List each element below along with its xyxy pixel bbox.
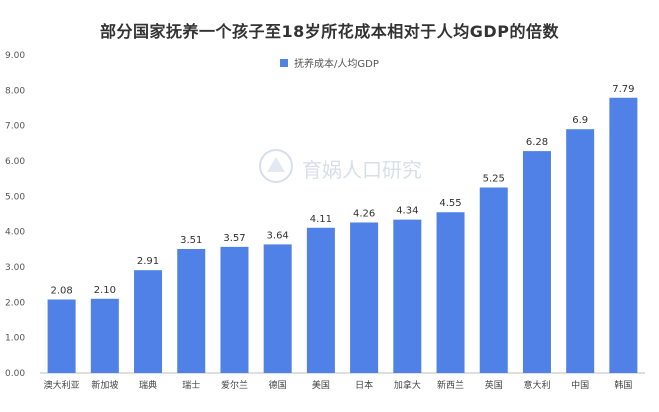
bar	[134, 270, 163, 373]
data-label: 3.57	[223, 233, 245, 244]
y-tick-label: 6.00	[5, 157, 25, 167]
x-tick-label: 德国	[269, 379, 287, 391]
bar	[522, 151, 551, 373]
data-label: 2.91	[137, 256, 159, 267]
data-label: 4.34	[396, 206, 418, 217]
bar	[220, 246, 249, 373]
bar	[263, 244, 292, 373]
y-tick-label: 1.00	[5, 334, 25, 344]
x-tick-label: 韩国	[614, 379, 632, 391]
bar	[566, 129, 595, 373]
bar	[306, 227, 335, 373]
y-tick-label: 7.00	[5, 122, 25, 132]
bar	[350, 222, 379, 373]
x-tick-label: 新西兰	[437, 379, 464, 391]
bar	[177, 248, 206, 373]
y-tick-label: 3.00	[5, 263, 25, 273]
legend-label: 抚养成本/人均GDP	[294, 59, 379, 70]
data-label: 6.9	[572, 115, 588, 126]
y-tick-label: 2.00	[5, 298, 25, 308]
bar	[393, 219, 422, 373]
data-label: 6.28	[526, 137, 548, 148]
x-tick-label: 意大利	[523, 379, 550, 391]
y-tick-label: 8.00	[5, 86, 25, 96]
legend-swatch	[280, 58, 289, 67]
x-tick-label: 新加坡	[91, 379, 118, 391]
bar	[609, 97, 638, 374]
yuwa-logo-icon	[259, 149, 293, 183]
data-label: 2.08	[50, 286, 72, 297]
chart-title: 部分国家抚养一个孩子至18岁所花成本相对于人均GDP的倍数	[100, 22, 559, 41]
x-tick-label: 澳大利亚	[44, 379, 80, 391]
bar	[479, 187, 508, 373]
bar	[436, 212, 465, 373]
y-tick-label: 9.00	[5, 51, 25, 61]
data-label: 5.25	[483, 174, 505, 185]
y-tick-label: 0.00	[5, 369, 25, 379]
data-label: 7.79	[612, 84, 634, 95]
x-tick-label: 瑞士	[182, 379, 200, 391]
x-tick-label: 英国	[485, 379, 503, 391]
y-tick-label: 4.00	[5, 228, 25, 238]
x-tick-label: 加拿大	[394, 379, 421, 391]
y-tick-label: 5.00	[5, 192, 25, 202]
watermark-text: 育娲人口研究	[302, 158, 422, 182]
x-tick-label: 日本	[355, 379, 373, 391]
x-tick-label: 美国	[312, 379, 330, 391]
data-label: 2.10	[94, 285, 116, 296]
chart-legend: 抚养成本/人均GDP	[0, 55, 659, 70]
bar	[90, 298, 119, 373]
x-tick-label: 爱尔兰	[221, 379, 248, 391]
data-label: 3.64	[267, 230, 289, 241]
x-tick-label: 瑞典	[139, 379, 157, 391]
data-label: 4.55	[439, 198, 461, 209]
data-label: 4.11	[310, 214, 332, 225]
data-label: 4.26	[353, 208, 375, 219]
data-label: 3.51	[180, 235, 202, 246]
bar	[47, 299, 76, 373]
x-tick-label: 中国	[571, 379, 589, 391]
watermark: 育娲人口研究	[258, 148, 428, 190]
